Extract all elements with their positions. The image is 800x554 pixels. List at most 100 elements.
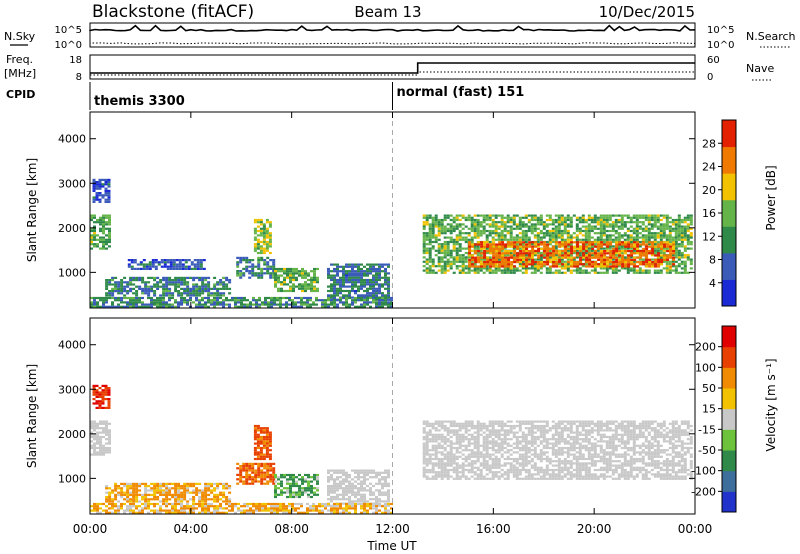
heatmap-cell [497,238,501,241]
heatmap-cell [260,473,264,476]
heatmap-cell [301,276,304,279]
heatmap-cell [354,265,357,268]
heatmap-cell [357,287,360,290]
heatmap-cell [615,261,619,264]
heatmap-cell [213,303,216,306]
heatmap-cell [530,243,534,246]
heatmap-cell [295,495,298,499]
heatmap-cell [141,303,144,306]
heatmap-cell [93,444,96,447]
heatmap-cell [225,498,229,501]
heatmap-cell [519,261,523,264]
heatmap-cell [537,263,541,266]
heatmap-cell [623,267,627,270]
heatmap-cell [566,249,570,252]
heatmap-cell [199,265,203,268]
heatmap-cell [674,232,678,235]
heatmap-cell [458,229,462,233]
heatmap-cell [578,221,582,224]
heatmap-cell [95,192,99,195]
heatmap-cell [387,495,390,499]
heatmap-cell [147,294,151,297]
heatmap-cell [636,243,640,246]
heatmap-cell [195,305,198,308]
heatmap-cell [262,243,266,246]
heatmap-cell [651,245,655,248]
heatmap-cell [129,276,133,279]
heatmap-cell [263,473,267,476]
heatmap-cell [225,279,229,282]
heatmap-cell [138,279,142,282]
heatmap-cell [654,258,658,261]
heatmap-cell [507,241,511,244]
heatmap-cell [186,505,189,508]
heatmap-cell [509,234,513,237]
heatmap-cell [90,301,93,304]
heatmap-cell [171,305,174,308]
heatmap-cell [348,484,351,488]
heatmap-cell [256,451,260,454]
heatmap-cell [618,261,622,264]
heatmap-cell [111,489,115,492]
heatmap-cell [467,267,471,270]
heatmap-cell [159,487,163,490]
heatmap-cell [98,391,102,394]
heatmap-cell [366,283,369,286]
heatmap-cell [689,218,693,222]
heatmap-cell [342,281,345,284]
heatmap-cell [617,218,621,222]
heatmap-cell [440,249,444,252]
heatmap-cell [479,229,483,233]
heatmap-cell [536,269,540,272]
heatmap-cell [165,283,169,286]
heatmap-cell [585,256,589,259]
heatmap-cell [560,236,564,239]
heatmap-cell [336,274,339,277]
heatmap-cell [219,303,222,306]
heatmap-cell [181,267,185,270]
heatmap-cell [153,498,157,501]
heatmap-cell [372,294,375,297]
heatmap-cell [654,245,658,248]
heatmap-cell [336,482,339,485]
heatmap-cell [345,478,348,481]
heatmap-cell [428,225,432,228]
heatmap-cell [260,476,264,479]
heatmap-cell [267,305,270,308]
heatmap-cell [292,283,295,286]
heatmap-cell [120,507,123,510]
heatmap-cell [431,236,435,239]
heatmap-cell [518,218,522,222]
heatmap-cell [102,449,105,452]
heatmap-cell [522,241,526,244]
heatmap-cell [500,234,504,237]
heatmap-cell [201,509,204,512]
heatmap-cell [464,240,468,244]
heatmap-cell [108,422,111,425]
heatmap-cell [102,303,105,306]
heatmap-cell [256,245,260,248]
heatmap-cell [132,500,136,503]
heatmap-cell [660,243,664,246]
heatmap-cell [446,262,450,266]
heatmap-cell [286,272,289,275]
heatmap-cell [506,221,510,224]
heatmap-cell [608,216,612,219]
heatmap-cell [135,491,139,494]
heatmap-cell [357,281,360,284]
heatmap-cell [425,269,429,272]
heatmap-cell [617,236,621,239]
heatmap-cell [531,252,535,255]
heatmap-cell [492,247,496,250]
heatmap-cell [292,478,295,481]
heatmap-cell [554,238,558,241]
heatmap-cell [476,236,480,239]
heatmap-cell [327,480,330,483]
heatmap-cell [548,214,552,217]
heatmap-cell [648,252,652,255]
heatmap-cell [96,453,99,456]
heatmap-cell [443,245,447,248]
heatmap-cell [192,502,195,506]
heatmap-cell [108,438,111,441]
heatmap-cell [192,276,196,279]
